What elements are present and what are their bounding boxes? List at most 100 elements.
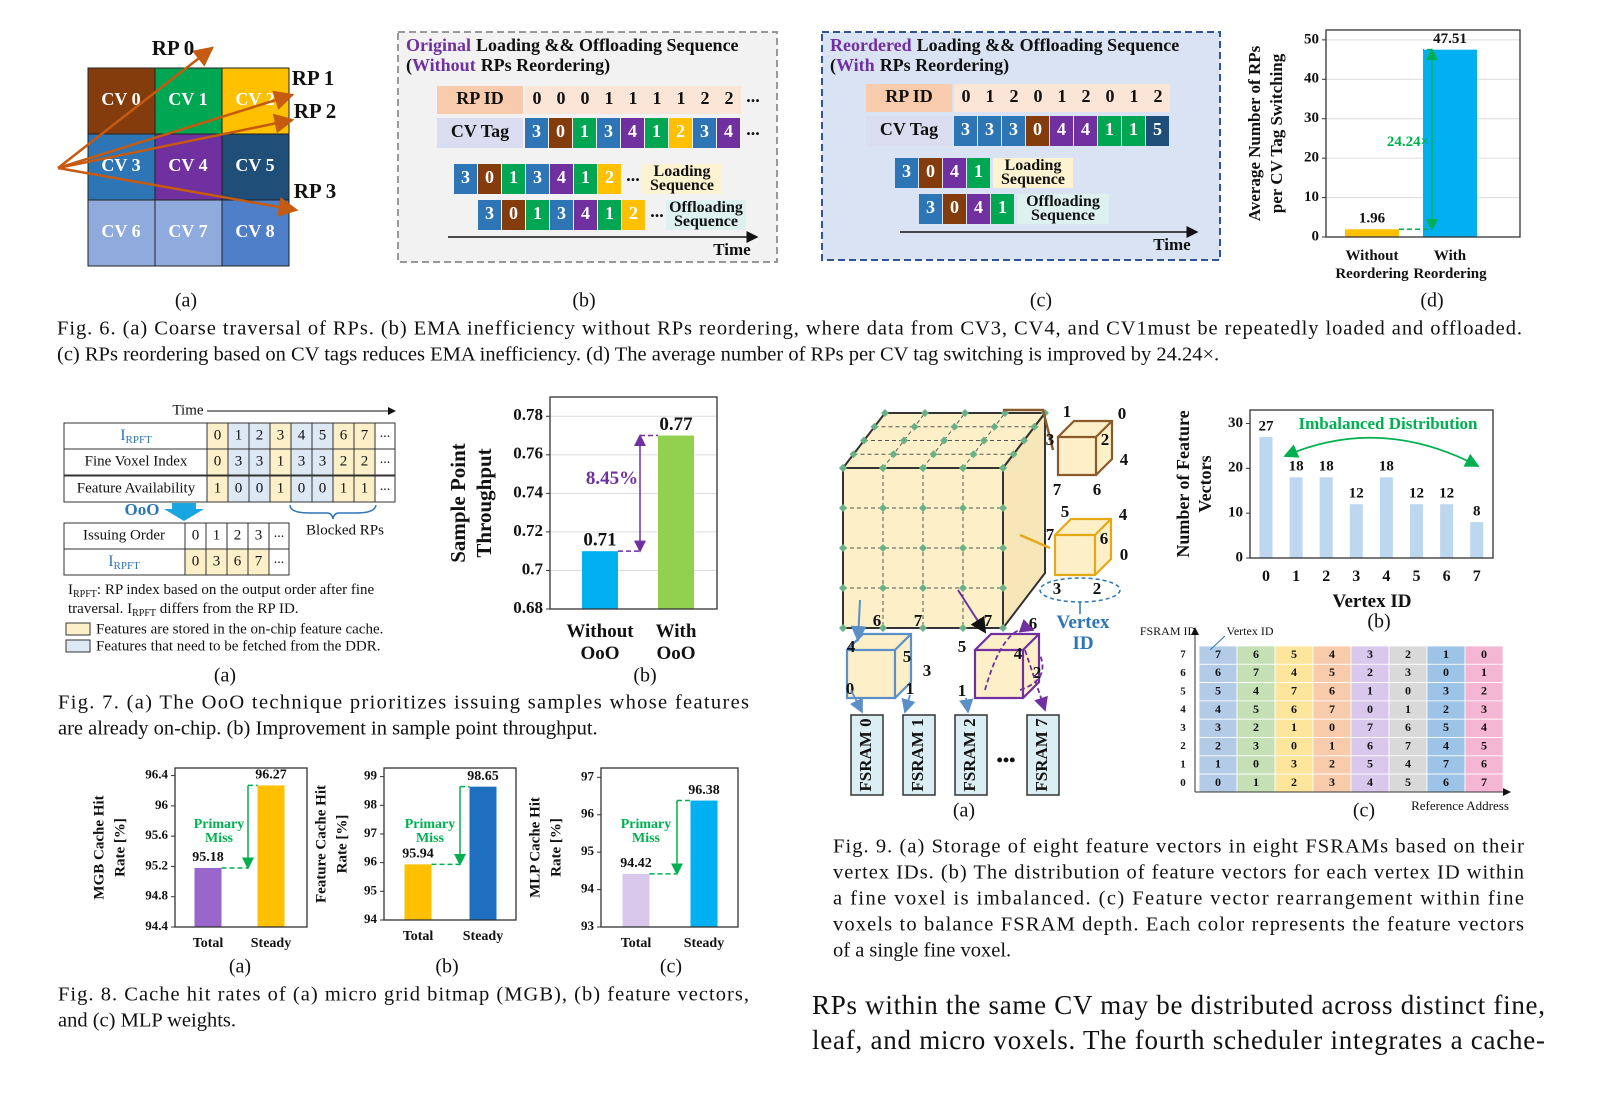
table-value: 3: [255, 527, 263, 543]
caption-line: Fig. 7. (a) The OoO technique prioritize…: [58, 692, 749, 714]
vertex-id: 3: [1367, 647, 1373, 661]
annotation: Primary Miss: [404, 817, 456, 846]
sublabel: (a): [214, 665, 236, 687]
vertex-id: 6: [1329, 684, 1335, 698]
y-axis-label: MLP Cache Hit: [527, 797, 543, 898]
vertex-id: 1: [1253, 775, 1259, 789]
row-label: 5: [1180, 685, 1186, 697]
vertex-id: 5: [1253, 702, 1259, 716]
rp-id: 0: [581, 88, 590, 108]
y-axis-label: per CV Tag Switching: [1267, 53, 1286, 213]
fsram-box: [902, 714, 936, 796]
vertex-label: 1: [958, 681, 967, 700]
grid-dot: [910, 422, 919, 431]
y-tick-label: 94.8: [145, 888, 168, 903]
table-value: 0: [214, 453, 222, 469]
fsram-arrow: [959, 697, 974, 714]
fsram-label: FSRAM 7: [1032, 718, 1051, 792]
fsram-label: FSRAM 0: [856, 718, 875, 791]
rp-id: 2: [1082, 86, 1091, 106]
y-axis-label: Vectors: [1195, 455, 1215, 512]
grid-dot: [969, 450, 978, 459]
cv-tag-cell: [895, 158, 918, 188]
vertex-id: 3: [1481, 702, 1487, 716]
table-value: 1: [361, 480, 369, 496]
vertex-label: 4: [1120, 450, 1129, 469]
grid-dot: [999, 464, 1007, 472]
vertex-id: 5: [1367, 757, 1373, 771]
y-tick-label: 97: [581, 768, 595, 783]
ellipsis: ...: [746, 119, 760, 139]
y-tick-label: 0.74: [513, 482, 543, 501]
table-value: 7: [255, 553, 263, 569]
vertex-label: 7: [1053, 480, 1062, 499]
vertex-id: 5: [1329, 665, 1335, 679]
y-tick-label: 99: [364, 768, 378, 783]
title-rest: Loading && Offloading Sequence: [917, 35, 1180, 55]
rp-id: 0: [533, 88, 542, 108]
sublabel: (a): [229, 956, 251, 978]
table-cell: [374, 475, 396, 503]
vertex-id: 5: [1405, 775, 1411, 789]
cv-tag: 3: [961, 119, 970, 139]
pointer: [1209, 635, 1226, 651]
cv-tag: 2: [676, 121, 685, 141]
axis-label: Vertex ID: [1227, 624, 1274, 638]
vertex-id: 5: [1443, 720, 1449, 734]
seq-label-box: [642, 164, 722, 194]
rp-id: 1: [677, 88, 686, 108]
grid-dot: [870, 422, 879, 431]
cv-tag: 4: [974, 197, 983, 217]
cube-grid: [882, 412, 926, 469]
vertex-id: 1: [1405, 702, 1411, 716]
annotation-arrow: [1283, 436, 1480, 467]
plot-frame: [1325, 29, 1521, 238]
grid-dot: [999, 504, 1007, 512]
bar: [257, 785, 285, 927]
caption-line: Fig. 9. (a) Storage of eight feature vec…: [833, 836, 1524, 858]
x-tick-label: With OoO: [655, 621, 697, 664]
cv-tag: 1: [533, 203, 542, 223]
table-value: 5: [319, 427, 327, 443]
vertex-id: 6: [1405, 720, 1411, 734]
vertex-id: 1: [1443, 647, 1449, 661]
table-value: 3: [213, 553, 221, 569]
seq-label-box: [1017, 194, 1109, 224]
legend-label: Features are stored in the on-chip featu…: [96, 621, 383, 637]
table-label-cell: [63, 548, 186, 576]
cv-tag: 1: [581, 167, 590, 187]
grid-dot: [879, 504, 887, 512]
cv-tag: 4: [628, 121, 637, 141]
annotation: Imbalanced Distribution: [1299, 414, 1479, 433]
grid-dot: [879, 464, 887, 472]
bar: [404, 864, 432, 920]
vertex-id: 7: [1329, 702, 1335, 716]
vertex-id: 4: [1367, 775, 1373, 789]
vertex-id: 4: [1443, 738, 1449, 752]
bar: [194, 867, 222, 927]
seq-label-box: [666, 200, 746, 230]
y-tick-label: 10: [1304, 189, 1319, 205]
cv-tag-cell: [967, 158, 990, 188]
cv-tag-cell: [574, 200, 597, 230]
rp-label: RP 2: [294, 99, 337, 123]
legend-swatch: [65, 622, 91, 636]
small-cube: [1053, 517, 1113, 577]
value-label: 98.65: [467, 769, 499, 784]
vertex-label: 5: [958, 637, 967, 656]
sublabel: (a): [953, 800, 975, 822]
bar: [1345, 229, 1399, 237]
vertex-id: 4: [1329, 647, 1335, 661]
ellipsis: ...: [274, 526, 285, 541]
note-part: : RP index based on the output order aft…: [97, 582, 375, 598]
cube-grid: [962, 412, 1006, 469]
table-value: 6: [340, 427, 348, 443]
value-label: 95.94: [402, 847, 434, 862]
vertex-id: 6: [1367, 738, 1373, 752]
table-value: 1: [277, 453, 285, 469]
caption-line: a fine voxel is imbalanced. (c) Feature …: [833, 888, 1524, 910]
cv-tag-cell: [1074, 116, 1097, 146]
cv-tag-cell: [717, 118, 740, 148]
cv-tag-cell: [943, 158, 966, 188]
table-value: 3: [319, 453, 327, 469]
